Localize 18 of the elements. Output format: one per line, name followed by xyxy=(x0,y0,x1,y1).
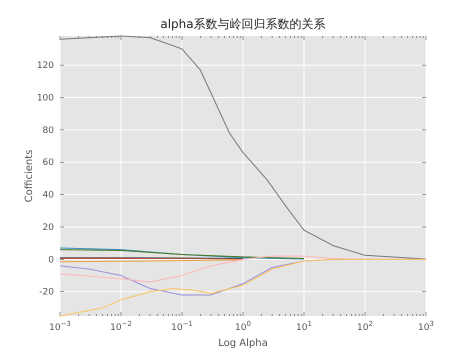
y-tick-label: 100 xyxy=(36,94,54,104)
y-axis-title: Cofficients xyxy=(24,150,35,202)
x-tick-label: 10$^{−3}$ xyxy=(49,320,71,333)
x-axis-title: Log Alpha xyxy=(218,338,268,349)
y-tick-label: 0 xyxy=(48,255,54,266)
x-tick-label: 10$^{2}$ xyxy=(357,320,373,333)
x-tick-label: 10$^{−1}$ xyxy=(171,320,193,333)
y-tick-label: 120 xyxy=(36,61,54,72)
x-tick-label: 10$^{3}$ xyxy=(418,320,434,333)
y-tick-label: -20 xyxy=(39,288,54,298)
y-tick-label: 60 xyxy=(42,158,54,168)
x-tick-label: 10$^{1}$ xyxy=(296,320,312,333)
chart-title: alpha系数与岭回归系数的关系 xyxy=(160,17,326,31)
y-tick-label: 40 xyxy=(42,190,54,201)
x-tick-label: 10$^{0}$ xyxy=(235,320,251,333)
x-tick-label: 10$^{−2}$ xyxy=(110,320,132,333)
y-tick-label: 80 xyxy=(42,126,54,136)
y-tick-label: 20 xyxy=(42,222,54,233)
